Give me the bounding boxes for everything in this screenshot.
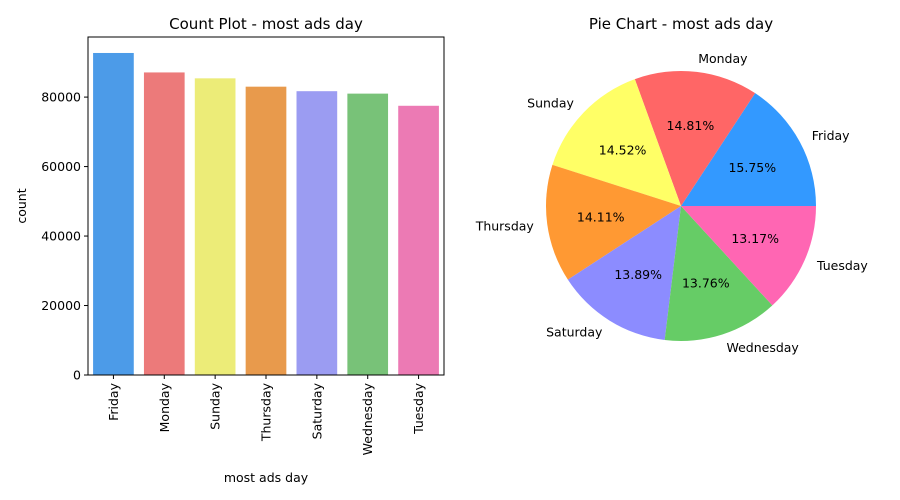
y-tick-label-40000: 40000 [41, 229, 81, 244]
pie-slice-friday [681, 93, 816, 206]
pie-slice-wednesday [664, 206, 773, 341]
x-tick-label-wednesday: Wednesday [360, 382, 375, 455]
pie-percent-sunday: 14.52% [599, 142, 647, 157]
x-tick-label-sunday: Sunday [208, 382, 223, 429]
bar-monday [143, 72, 185, 376]
pie-label-wednesday: Wednesday [726, 340, 799, 355]
pie-slice-sunday [552, 79, 681, 206]
pie-slice-saturday [567, 206, 681, 341]
bar-sunday [194, 78, 236, 375]
pie-label-thursday: Thursday [475, 218, 535, 233]
x-tick-label-tuesday: Tuesday [411, 382, 426, 434]
count-plot-x-axis-label: most ads day [224, 470, 309, 485]
pie-percent-thursday: 14.11% [577, 209, 625, 224]
pie-label-saturday: Saturday [546, 325, 603, 340]
pie-label-friday: Friday [812, 128, 850, 143]
bar-thursday [245, 86, 287, 375]
bar-wednesday [347, 93, 389, 376]
count-plot-y-axis-label: count [14, 188, 29, 223]
pie-slice-monday [634, 70, 756, 206]
pie-label-sunday: Sunday [527, 96, 574, 111]
y-tick-label-80000: 80000 [41, 90, 81, 105]
y-tick-label-0: 0 [73, 368, 81, 383]
pie-percent-tuesday: 13.17% [731, 231, 779, 246]
count-plot-x-ticks: Friday Monday Sunday Thursday Saturday Wednes… [106, 375, 426, 455]
bar-friday [93, 52, 134, 376]
x-tick-label-monday: Monday [157, 382, 172, 432]
count-plot: Count Plot - most ads day 0 20000 40000 600… [14, 15, 445, 485]
pie-percent-saturday: 13.89% [614, 267, 662, 282]
bar-tuesday [398, 105, 439, 375]
pie-slice-thursday [546, 164, 681, 280]
pie-slice-tuesday [681, 206, 816, 306]
count-plot-y-ticks: 0 20000 40000 60000 80000 [41, 90, 88, 383]
count-plot-title: Count Plot - most ads day [169, 15, 363, 33]
x-tick-label-saturday: Saturday [309, 382, 324, 439]
bar-saturday [296, 91, 338, 375]
pie-chart-labels: 15.75% Friday 14.81% Monday 14.52% Sunday 14.1… [475, 51, 869, 355]
pie-chart: Pie Chart - most ads day 15.75% Friday 14.… [475, 15, 869, 355]
pie-label-monday: Monday [698, 51, 748, 66]
pie-chart-title: Pie Chart - most ads day [589, 15, 773, 33]
pie-percent-friday: 15.75% [728, 160, 776, 175]
pie-chart-slices [546, 70, 816, 341]
pie-percent-monday: 14.81% [667, 118, 715, 133]
y-tick-label-20000: 20000 [41, 298, 81, 313]
count-plot-bars [93, 52, 439, 376]
x-tick-label-friday: Friday [106, 382, 121, 420]
pie-percent-wednesday: 13.76% [682, 276, 730, 291]
y-tick-label-60000: 60000 [41, 159, 81, 174]
pie-label-tuesday: Tuesday [816, 258, 868, 273]
x-tick-label-thursday: Thursday [259, 382, 274, 442]
